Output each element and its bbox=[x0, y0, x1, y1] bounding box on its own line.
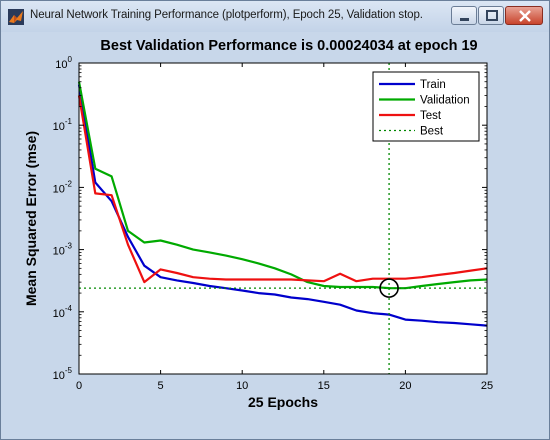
window-title: Neural Network Training Performance (plo… bbox=[30, 9, 423, 21]
y-tick-label: 10-4 bbox=[53, 304, 73, 320]
series-line-train bbox=[77, 84, 488, 327]
x-tick-label: 10 bbox=[236, 380, 248, 392]
x-tick-label: 20 bbox=[399, 380, 411, 392]
matlab-icon bbox=[8, 9, 24, 25]
maximize-button[interactable] bbox=[478, 6, 504, 25]
series-line-validation bbox=[77, 81, 488, 290]
close-button[interactable] bbox=[505, 6, 543, 25]
x-tick-label: 15 bbox=[318, 380, 330, 392]
minimize-button[interactable] bbox=[451, 6, 477, 25]
x-tick-label: 0 bbox=[76, 380, 82, 392]
legend-label-validation: Validation bbox=[420, 95, 470, 107]
y-tick-base: 10 bbox=[55, 59, 67, 71]
legend-label-test: Test bbox=[420, 110, 442, 122]
y-tick-base: 10 bbox=[53, 370, 65, 382]
legend-label-train: Train bbox=[420, 79, 446, 91]
y-tick-base: 10 bbox=[53, 183, 65, 195]
maximize-icon bbox=[486, 10, 498, 21]
y-tick-base: 10 bbox=[53, 308, 65, 320]
y-tick-exponent: -5 bbox=[65, 366, 73, 375]
axes-box bbox=[78, 62, 488, 375]
y-tick-label: 10-5 bbox=[53, 366, 73, 382]
legend-label-best: Best bbox=[420, 126, 444, 138]
y-tick-exponent: -3 bbox=[65, 242, 73, 251]
title-bar[interactable]: Neural Network Training Performance (plo… bbox=[1, 1, 549, 32]
y-tick-exponent: -4 bbox=[65, 304, 73, 313]
series-line-test bbox=[77, 95, 488, 284]
figure-area: Best Validation Performance is 0.0002403… bbox=[8, 32, 542, 432]
y-tick-label: 100 bbox=[55, 55, 72, 71]
close-icon bbox=[519, 10, 531, 22]
minimize-icon bbox=[460, 18, 469, 21]
y-tick-exponent: -2 bbox=[65, 179, 73, 188]
y-tick-label: 10-1 bbox=[53, 117, 73, 133]
y-tick-exponent: 0 bbox=[68, 55, 73, 64]
y-tick-exponent: -1 bbox=[65, 117, 73, 126]
best-marker-circle bbox=[379, 278, 399, 298]
x-tick-label: 25 bbox=[481, 380, 493, 392]
y-tick-base: 10 bbox=[53, 246, 65, 258]
y-tick-label: 10-3 bbox=[53, 242, 73, 258]
chart-title: Best Validation Performance is 0.0002403… bbox=[100, 38, 477, 54]
y-axis-label: Mean Squared Error (mse) bbox=[23, 131, 39, 306]
performance-chart: Best Validation Performance is 0.0002403… bbox=[23, 38, 493, 410]
x-axis-label: 25 Epochs bbox=[248, 394, 318, 410]
y-tick-base: 10 bbox=[53, 121, 65, 133]
y-tick-label: 10-2 bbox=[53, 179, 73, 195]
x-tick-label: 5 bbox=[158, 380, 164, 392]
